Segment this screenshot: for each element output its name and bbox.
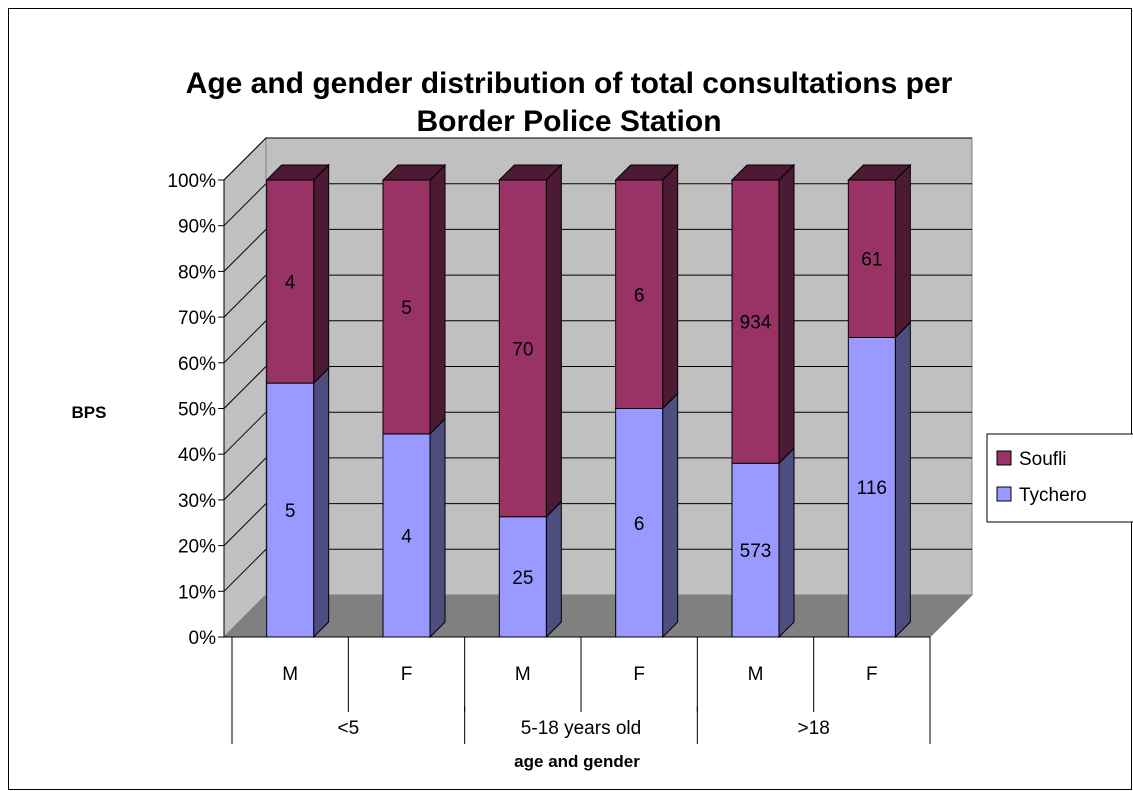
- data-label: 573: [740, 541, 772, 562]
- bar-side: [894, 163, 911, 339]
- bar-top: [614, 164, 679, 181]
- bar-side: [429, 417, 446, 639]
- bar-top: [730, 164, 796, 181]
- bar-side: [778, 163, 795, 465]
- bar-side: [313, 366, 330, 639]
- bar-side: [662, 392, 679, 639]
- data-label: 116: [857, 478, 887, 499]
- bar-side: [778, 447, 795, 639]
- data-label: 5: [285, 501, 296, 522]
- x-category-label: F: [633, 664, 645, 685]
- data-label: 70: [512, 339, 533, 360]
- bar-top: [847, 164, 912, 181]
- y-axis-title: BPS: [72, 403, 107, 422]
- bar-side: [429, 163, 446, 436]
- data-label: 6: [634, 285, 645, 306]
- y-tick-label: 10%: [178, 582, 216, 603]
- bar-top: [265, 164, 330, 181]
- y-tick-label: 30%: [178, 491, 216, 512]
- data-label: 4: [401, 526, 412, 547]
- bar-side: [545, 500, 562, 639]
- y-tick-label: 70%: [178, 308, 216, 329]
- bar-side: [894, 321, 911, 639]
- chart-frame: 5 4 4 5 25 70 6 6 573 934 116 61 0% 10% 20% 30% 40% 50% 6…: [8, 8, 1133, 790]
- x-category-label: F: [866, 664, 878, 685]
- bar-segment: [847, 179, 896, 338]
- legend-swatch: [996, 486, 1012, 502]
- chart-axes: 0% 10% 20% 30% 40% 50% 60% 70% 80% 90% 100% M F M F M F <…: [167, 171, 931, 744]
- x-category-label: M: [748, 664, 764, 685]
- y-tick-label: 100%: [167, 171, 216, 192]
- legend-label: Tychero: [1019, 485, 1087, 506]
- data-label: 4: [285, 273, 296, 294]
- chart-svg: 5 4 4 5 25 70 6 6 573 934 116 61 0% 10% 20% 30% 40% 50% 6…: [72, 67, 1133, 771]
- x-group-label: >18: [798, 718, 830, 739]
- y-tick-label: 60%: [178, 354, 216, 375]
- x-category-label: M: [515, 664, 531, 685]
- chart-title-line-2: Border Police Station: [416, 105, 721, 138]
- data-label: 5: [401, 298, 412, 319]
- y-tick-label: 20%: [178, 537, 216, 558]
- data-label: 934: [740, 313, 772, 334]
- y-tick-label: 50%: [178, 400, 216, 421]
- bar-segment: [615, 408, 664, 638]
- y-tick-label: 40%: [178, 445, 216, 466]
- bar-top: [498, 164, 563, 181]
- bar-segment: [847, 336, 896, 638]
- y-tick-label: 0%: [189, 628, 217, 649]
- bar-segment: [266, 179, 315, 384]
- bar-segment: [498, 516, 547, 638]
- bar-segment: [382, 179, 431, 435]
- gridline: [223, 137, 972, 181]
- bar-segment: [382, 433, 431, 638]
- data-label: 61: [861, 250, 882, 271]
- y-tick-label: 80%: [178, 262, 216, 283]
- x-category-label: F: [401, 664, 413, 685]
- bar-top: [381, 164, 447, 181]
- data-label: 6: [634, 514, 645, 535]
- y-tick-label: 90%: [178, 217, 216, 238]
- bar-side: [313, 163, 330, 385]
- x-axis-title: age and gender: [514, 752, 640, 771]
- chart-bars: 5 4 4 5 25 70 6 6 573 934 116 61: [265, 163, 912, 639]
- x-category-label: M: [282, 664, 298, 685]
- bar-side: [662, 163, 679, 410]
- legend-label: Soufli: [1019, 449, 1067, 470]
- bar-side: [545, 163, 562, 518]
- legend-swatch: [996, 450, 1012, 466]
- x-group-label: <5: [337, 718, 359, 739]
- data-label: 25: [512, 568, 533, 589]
- bar-segment: [615, 179, 664, 409]
- bar-segment: [731, 462, 780, 638]
- legend: Soufli Tychero: [986, 433, 1133, 523]
- bar-segment: [498, 179, 547, 518]
- bar-segment: [731, 179, 780, 464]
- legend-box: [986, 433, 1133, 523]
- chart-title-line-1: Age and gender distribution of total con…: [186, 67, 953, 100]
- x-group-label: 5-18 years old: [521, 718, 641, 739]
